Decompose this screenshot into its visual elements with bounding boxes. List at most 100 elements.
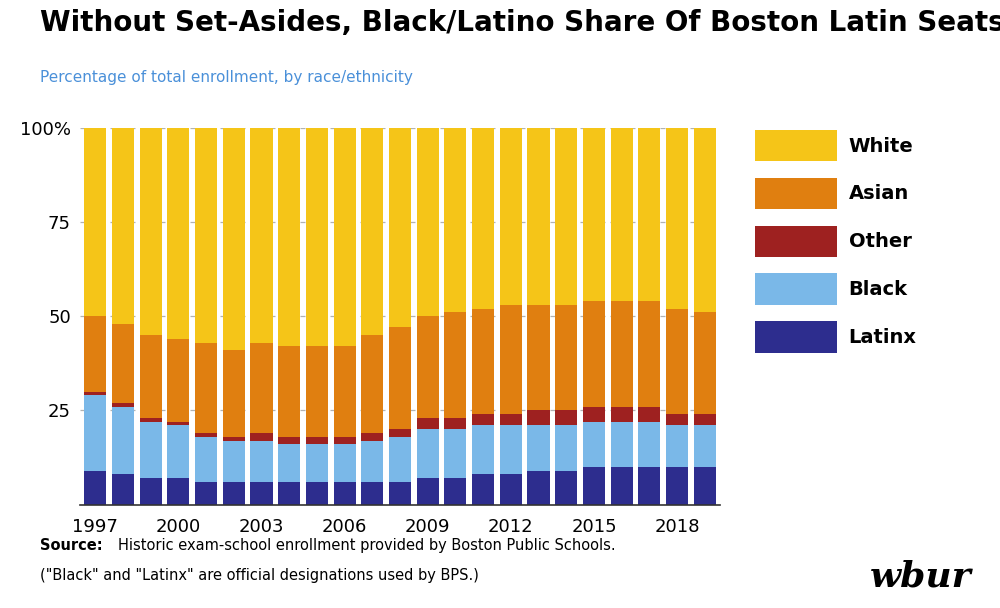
- Bar: [527, 410, 550, 426]
- Bar: [472, 474, 494, 505]
- Bar: [250, 342, 273, 433]
- Bar: [389, 429, 411, 437]
- Bar: [278, 437, 300, 444]
- Bar: [555, 410, 577, 426]
- Bar: [112, 474, 134, 505]
- Bar: [140, 128, 162, 335]
- Bar: [500, 128, 522, 305]
- Legend: White, Asian, Other, Black, Latinx: White, Asian, Other, Black, Latinx: [755, 130, 917, 353]
- Bar: [417, 418, 439, 429]
- Bar: [84, 471, 106, 505]
- Bar: [334, 347, 356, 437]
- Bar: [278, 347, 300, 437]
- Bar: [250, 128, 273, 342]
- Bar: [167, 426, 189, 478]
- Bar: [611, 422, 633, 467]
- Bar: [500, 305, 522, 414]
- Bar: [417, 128, 439, 316]
- Bar: [555, 305, 577, 410]
- Bar: [444, 128, 466, 313]
- Text: ("Black" and "Latinx" are official designations used by BPS.): ("Black" and "Latinx" are official desig…: [40, 568, 479, 584]
- Bar: [527, 471, 550, 505]
- Bar: [638, 128, 660, 301]
- Bar: [666, 426, 688, 467]
- Bar: [611, 467, 633, 505]
- Bar: [334, 482, 356, 505]
- Bar: [84, 128, 106, 316]
- Text: Without Set-Asides, Black/Latino Share Of Boston Latin Seats Has Shrunk: Without Set-Asides, Black/Latino Share O…: [40, 9, 1000, 37]
- Bar: [250, 482, 273, 505]
- Bar: [195, 482, 217, 505]
- Bar: [223, 128, 245, 350]
- Bar: [112, 323, 134, 403]
- Bar: [500, 474, 522, 505]
- Bar: [694, 467, 716, 505]
- Bar: [278, 128, 300, 347]
- Bar: [361, 433, 383, 441]
- Bar: [334, 444, 356, 482]
- Text: Historic exam-school enrollment provided by Boston Public Schools.: Historic exam-school enrollment provided…: [118, 538, 616, 553]
- Bar: [306, 347, 328, 437]
- Bar: [84, 395, 106, 471]
- Bar: [389, 482, 411, 505]
- Bar: [444, 478, 466, 505]
- Bar: [167, 339, 189, 422]
- Bar: [444, 429, 466, 478]
- Bar: [167, 478, 189, 505]
- Bar: [278, 482, 300, 505]
- Bar: [140, 478, 162, 505]
- Bar: [112, 407, 134, 474]
- Bar: [112, 128, 134, 323]
- Text: Source:: Source:: [40, 538, 103, 553]
- Bar: [472, 414, 494, 426]
- Bar: [223, 482, 245, 505]
- Bar: [361, 335, 383, 433]
- Bar: [140, 422, 162, 478]
- Bar: [417, 316, 439, 418]
- Bar: [195, 433, 217, 437]
- Bar: [694, 128, 716, 313]
- Bar: [195, 342, 217, 433]
- Bar: [555, 426, 577, 471]
- Bar: [250, 433, 273, 441]
- Bar: [611, 128, 633, 301]
- Bar: [666, 309, 688, 414]
- Bar: [334, 437, 356, 444]
- Bar: [361, 482, 383, 505]
- Bar: [638, 422, 660, 467]
- Bar: [306, 437, 328, 444]
- Bar: [250, 441, 273, 482]
- Bar: [638, 407, 660, 422]
- Bar: [223, 441, 245, 482]
- Bar: [417, 478, 439, 505]
- Bar: [555, 128, 577, 305]
- Bar: [583, 467, 605, 505]
- Bar: [611, 301, 633, 407]
- Bar: [694, 426, 716, 467]
- Text: Percentage of total enrollment, by race/ethnicity: Percentage of total enrollment, by race/…: [40, 70, 413, 85]
- Bar: [223, 350, 245, 437]
- Bar: [527, 128, 550, 305]
- Bar: [195, 437, 217, 482]
- Bar: [694, 313, 716, 414]
- Bar: [472, 128, 494, 309]
- Bar: [389, 128, 411, 328]
- Bar: [278, 444, 300, 482]
- Bar: [500, 426, 522, 474]
- Text: wbur: wbur: [870, 559, 972, 593]
- Bar: [361, 128, 383, 335]
- Bar: [334, 128, 356, 347]
- Bar: [167, 422, 189, 426]
- Bar: [306, 128, 328, 347]
- Bar: [583, 407, 605, 422]
- Bar: [472, 309, 494, 414]
- Bar: [140, 335, 162, 418]
- Bar: [417, 429, 439, 478]
- Bar: [694, 414, 716, 426]
- Bar: [583, 422, 605, 467]
- Bar: [472, 426, 494, 474]
- Bar: [500, 414, 522, 426]
- Bar: [112, 403, 134, 407]
- Bar: [389, 328, 411, 429]
- Bar: [666, 414, 688, 426]
